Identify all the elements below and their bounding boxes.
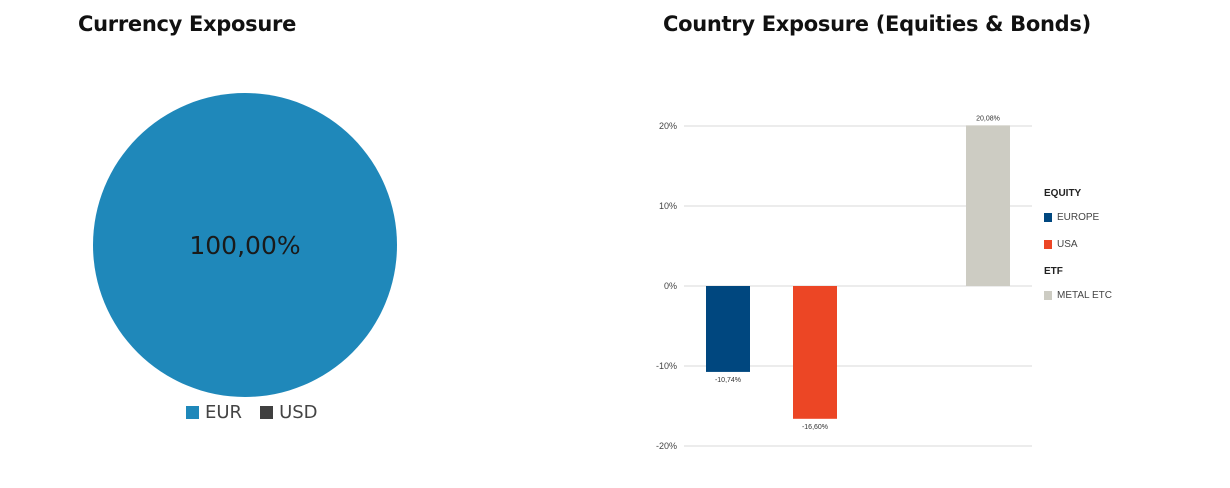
y-tick-label: 20% [659, 121, 677, 131]
legend-label-metal-etc: METAL ETC [1057, 290, 1113, 301]
country-exposure-title: Country Exposure (Equities & Bonds) [663, 12, 1091, 36]
bar-data-label-europe: -10,74% [715, 377, 741, 384]
legend-item-eur: EUR [186, 402, 242, 423]
bar-data-label-usa: -16,60% [802, 424, 828, 431]
currency-legend: EUR USD [186, 402, 318, 423]
pie-data-label-eur: 100,00% [189, 231, 300, 260]
legend-group-etf: ETF [1044, 266, 1063, 277]
legend-item-usd: USD [260, 402, 318, 423]
bar-usa [793, 286, 837, 419]
legend-label-usa: USA [1057, 239, 1078, 250]
legend-label-usd: USD [279, 402, 318, 423]
currency-pie-chart: 100,00% [93, 93, 397, 397]
legend-item-europe: EUROPE [1044, 212, 1112, 223]
legend-swatch-usd [260, 406, 274, 419]
legend-item-metal-etc: METAL ETC [1044, 290, 1112, 301]
bar-data-label-metal-etc: 20,08% [976, 115, 1000, 122]
pie-slice-eur [93, 93, 397, 397]
country-bar-chart: 20% 10% 0% -10% -20% -10,74% -16,60% 20,08% [656, 115, 1032, 451]
country-legend: EQUITY EUROPE USA ETF METAL ETC [1044, 188, 1112, 317]
bar-metal-etc [966, 125, 1010, 286]
y-tick-label: 0% [664, 281, 677, 291]
legend-item-usa: USA [1044, 239, 1112, 250]
legend-group-equity: EQUITY [1044, 188, 1082, 199]
y-tick-label: -10% [656, 361, 677, 371]
legend-swatch-eur [186, 406, 199, 419]
y-tick-label: -20% [656, 441, 677, 451]
currency-exposure-title: Currency Exposure [78, 12, 297, 36]
legend-label-eur: EUR [205, 402, 243, 423]
bar-europe [706, 286, 750, 372]
legend-swatch-usa [1044, 240, 1052, 249]
y-tick-label: 10% [659, 201, 677, 211]
legend-swatch-europe [1044, 213, 1052, 222]
legend-label-europe: EUROPE [1057, 212, 1100, 223]
legend-swatch-metal-etc [1044, 291, 1052, 300]
